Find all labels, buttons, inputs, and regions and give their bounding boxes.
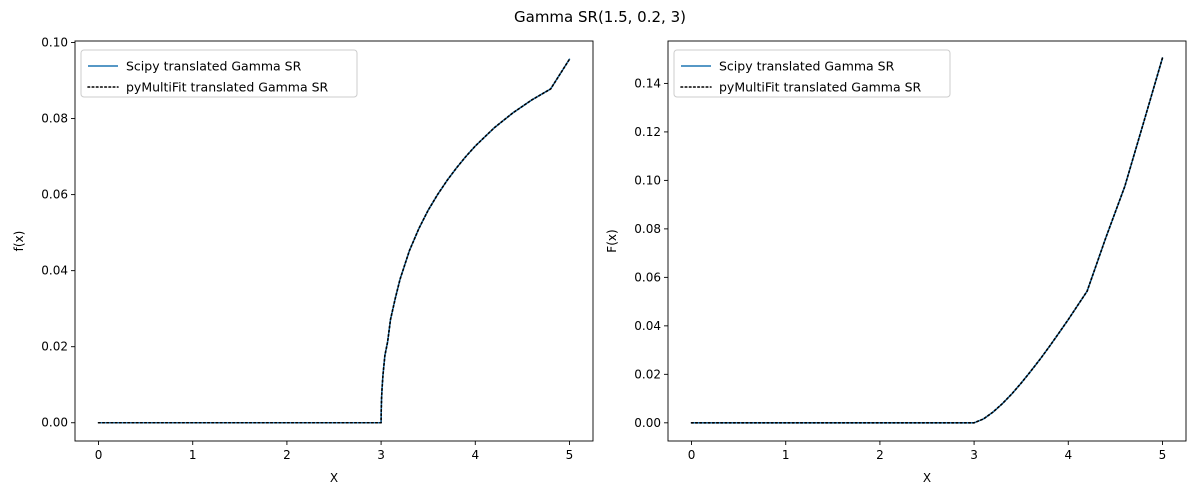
axes-frame [74, 40, 594, 442]
x-tick-label: 4 [471, 448, 479, 462]
x-tick-label: 1 [782, 448, 790, 462]
legend-entry: pyMultiFit translated Gamma SR [126, 80, 329, 95]
y-tick-label: 0.08 [634, 222, 661, 236]
x-axis-label: X [330, 471, 338, 485]
x-tick-label: 5 [566, 448, 574, 462]
legend-box [80, 49, 358, 98]
axes-frame [667, 40, 1187, 442]
y-tick-label: 0.00 [41, 416, 68, 430]
x-tick-label: 0 [95, 448, 103, 462]
scipy-series-line [690, 57, 1164, 424]
y-tick-label: 0.04 [41, 264, 68, 278]
cdf-chart: 0 1 2 3 4 5 0.00 0.02 0.04 0.06 0.08 0.10 0.12 0.14 X F… [605, 40, 1187, 485]
x-axis-label: X [923, 471, 931, 485]
pymultifit-series-line [690, 57, 1164, 424]
x-tick-label: 2 [283, 448, 291, 462]
legend-entry: Scipy translated Gamma SR [126, 59, 302, 74]
y-tick-label: 0.10 [634, 173, 661, 187]
x-tick-label: 3 [377, 448, 385, 462]
y-axis-label: F(x) [605, 229, 619, 252]
pymultifit-series-line [97, 58, 571, 424]
pdf-chart: 0 1 2 3 4 5 0.00 0.02 0.04 0.06 0.08 0.10 Xf(x) Scipy… [12, 36, 594, 485]
figure-title: Gamma SR(1.5, 0.2, 3) [514, 8, 686, 26]
y-tick-label: 0.12 [634, 125, 661, 139]
y-tick-label: 0.14 [634, 76, 661, 90]
legend-entry: pyMultiFit translated Gamma SR [719, 80, 922, 95]
y-tick-label: 0.08 [41, 112, 68, 126]
y-tick-label: 0.00 [634, 416, 661, 430]
y-tick-label: 0.06 [41, 188, 68, 202]
y-tick-label: 0.02 [634, 367, 661, 381]
x-tick-label: 1 [189, 448, 197, 462]
x-tick-label: 0 [688, 448, 696, 462]
y-tick-label: 0.06 [634, 270, 661, 284]
x-tick-label: 4 [1064, 448, 1072, 462]
y-tick-label: 0.10 [41, 36, 68, 50]
y-tick-label: 0.02 [41, 340, 68, 354]
y-axis-label: f(x) [12, 231, 26, 252]
y-tick-label: 0.04 [634, 319, 661, 333]
legend-entry: Scipy translated Gamma SR [719, 59, 895, 74]
x-tick-label: 5 [1159, 448, 1167, 462]
legend-box [673, 49, 951, 98]
scipy-series-line [97, 58, 571, 424]
x-tick-label: 3 [970, 448, 978, 462]
x-tick-label: 2 [876, 448, 884, 462]
